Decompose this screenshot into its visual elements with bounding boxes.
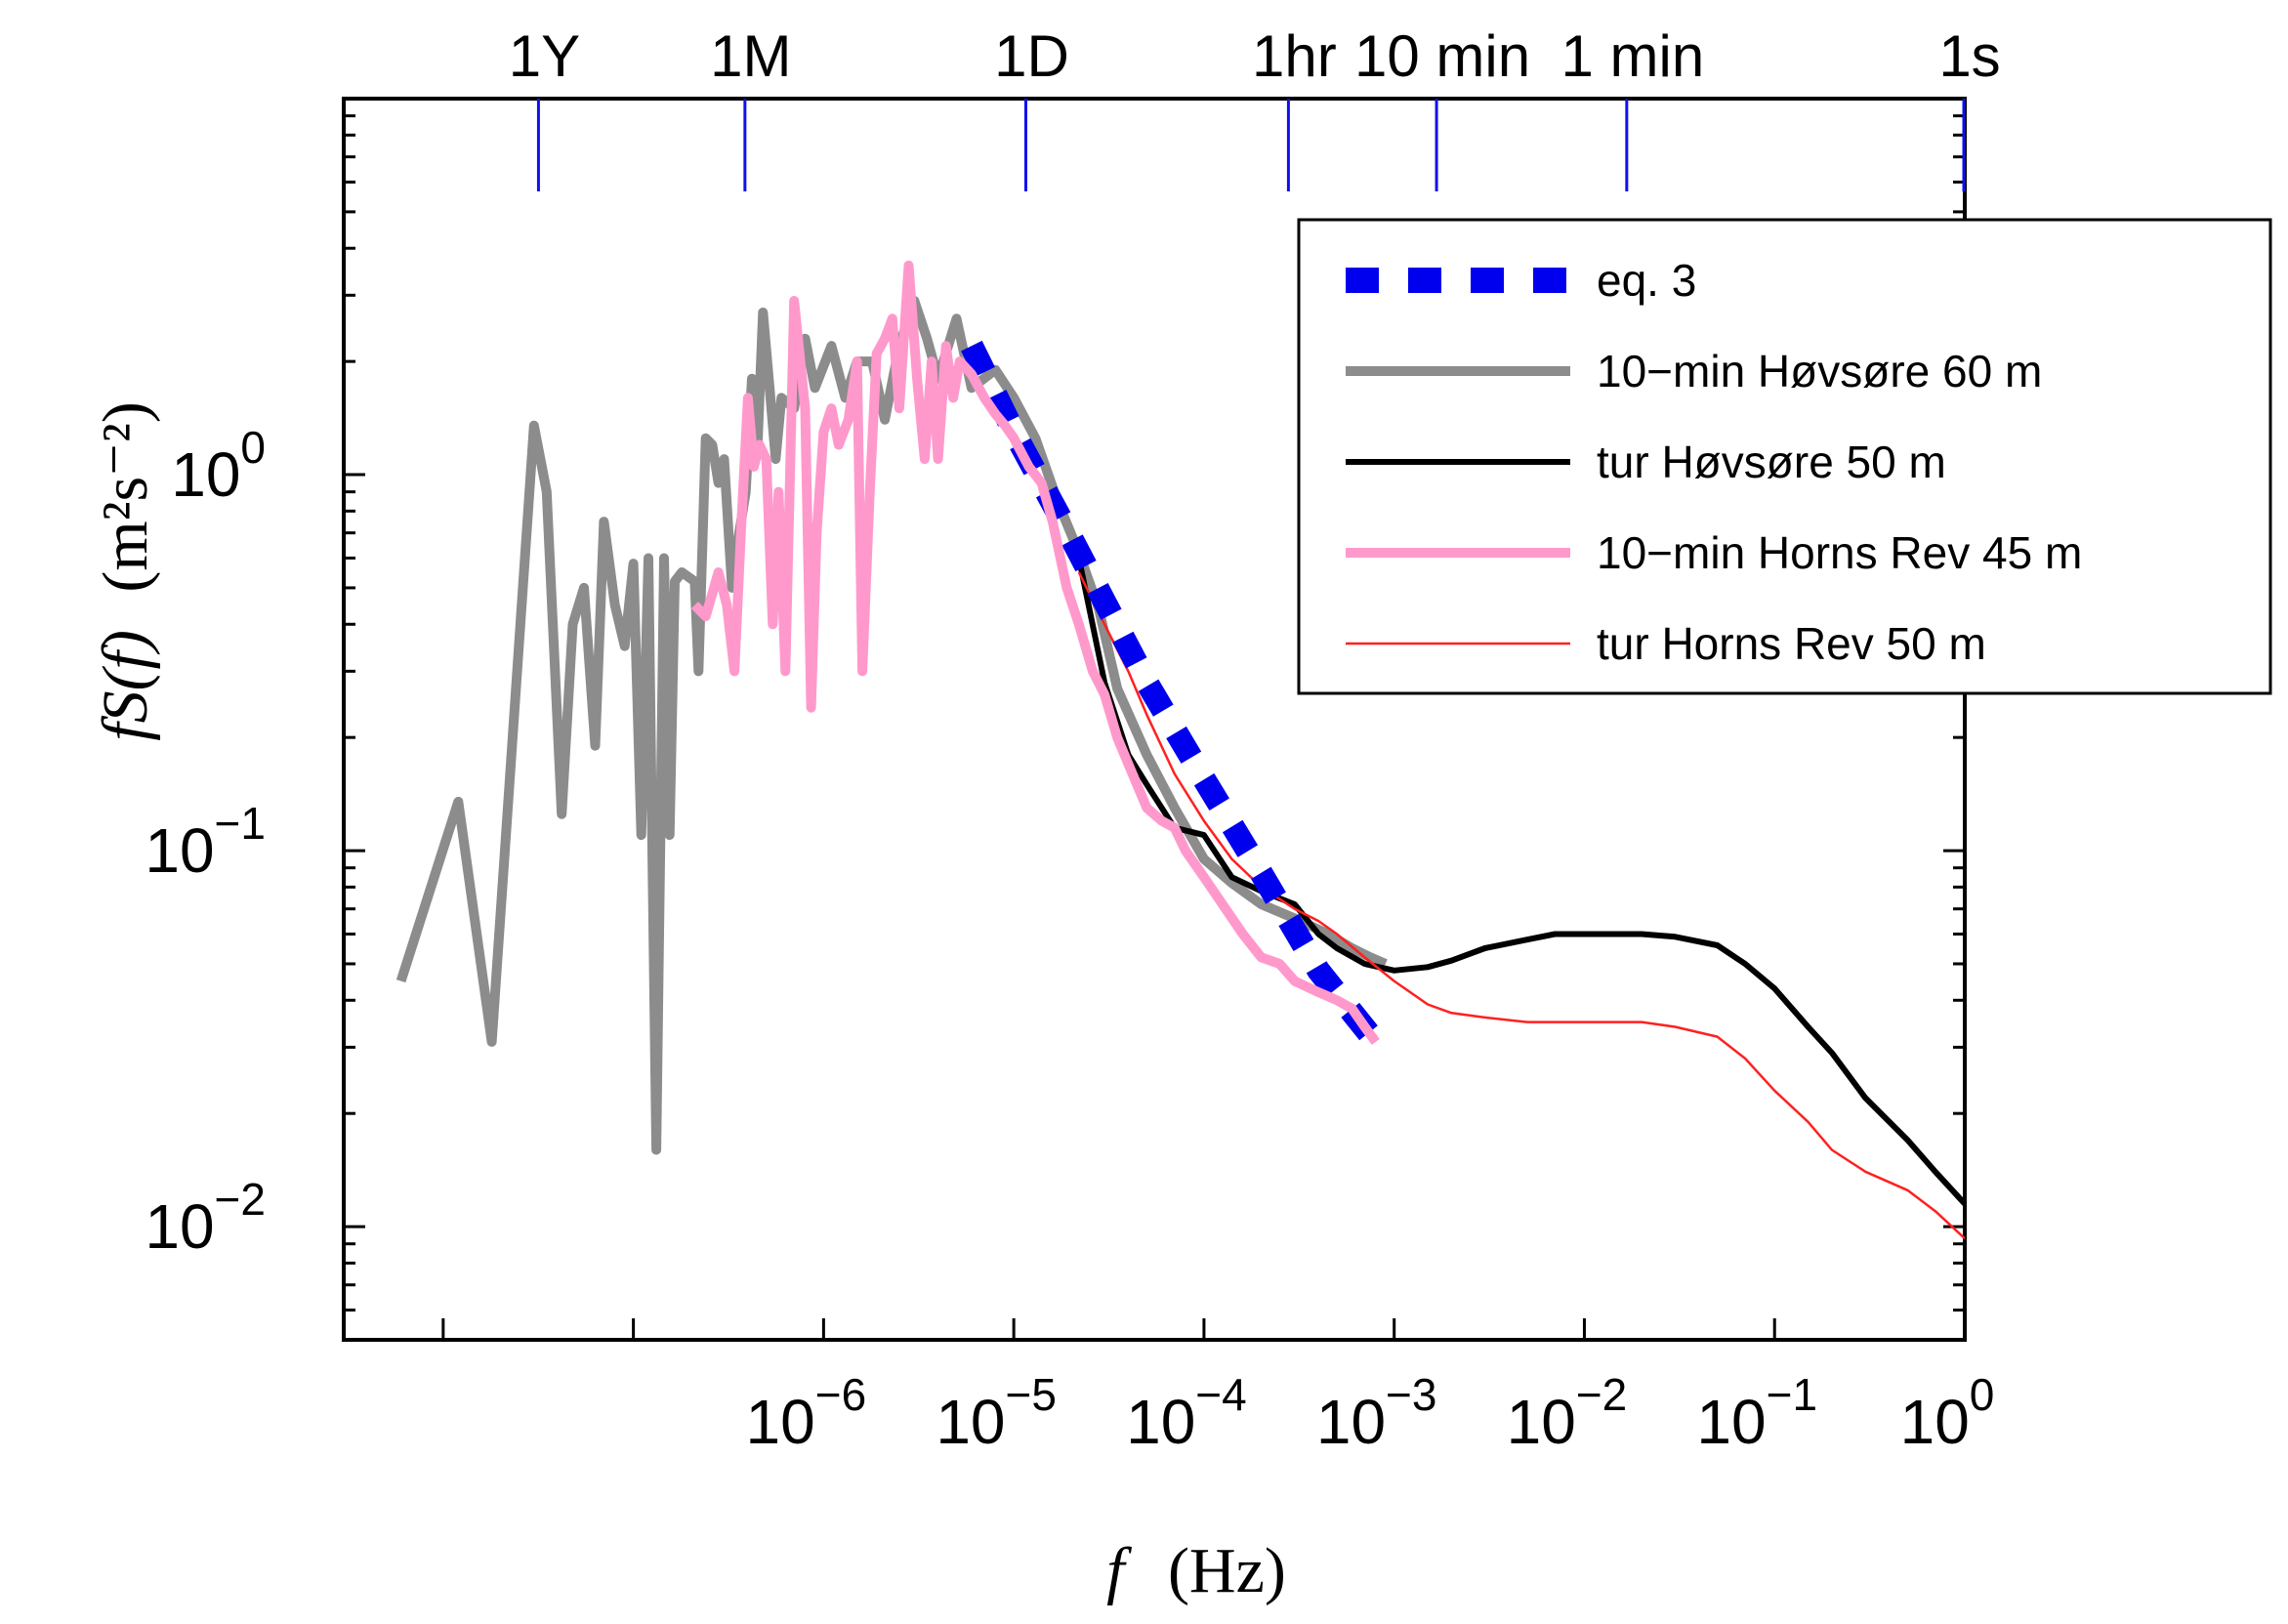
x-tick-label-base: 10 (1507, 1387, 1576, 1457)
x-tick-label-exponent: −5 (1006, 1369, 1057, 1420)
x-tick-label-exponent: −2 (1576, 1369, 1627, 1420)
period-label: 1D (994, 23, 1069, 89)
x-tick-label-exponent: 0 (1970, 1369, 1995, 1420)
legend-label: 10−min Høvsøre 60 m (1597, 346, 2042, 396)
period-label: 1hr (1252, 23, 1337, 89)
x-tick-label-base: 10 (746, 1387, 815, 1457)
y-tick-label-base: 10 (145, 1191, 214, 1262)
x-tick-label-exponent: −4 (1195, 1369, 1246, 1420)
period-label: 1s (1938, 23, 2000, 89)
y-tick-label: 10−1 (145, 798, 266, 886)
period-label: 1M (710, 23, 791, 89)
x-tick-label-base: 10 (1316, 1387, 1386, 1457)
period-label: 1Y (509, 23, 580, 89)
series-layer (395, 260, 1965, 1240)
y-tick-label: 100 (171, 422, 266, 510)
x-tick-label: 100 (1900, 1369, 1995, 1457)
x-tick-label-base: 10 (1696, 1387, 1766, 1457)
x-tick-label: 10−3 (1316, 1369, 1437, 1457)
period-label: 1 min (1560, 23, 1704, 89)
series-line (395, 296, 1388, 1155)
x-axis: 10−6 10−5 10−4 10−3 10−2 10−1 100 (441, 1318, 1995, 1457)
x-tick-label-exponent: −1 (1767, 1369, 1817, 1420)
x-tick-label: 10−4 (1126, 1369, 1247, 1457)
y-tick-label-exponent: 0 (240, 422, 266, 473)
period-label: 10 min (1354, 23, 1530, 89)
x-tick-label: 10−1 (1696, 1369, 1817, 1457)
x-tick-label-base: 10 (1900, 1387, 1970, 1457)
legend-label: eq. 3 (1597, 255, 1696, 306)
legend-label: 10−min Horns Rev 45 m (1597, 527, 2082, 578)
legend-label: tur Høvsøre 50 m (1597, 437, 1946, 487)
x-tick-label: 10−2 (1507, 1369, 1628, 1457)
y-axis-function: fS(f) (90, 630, 161, 741)
x-tick-label-base: 10 (936, 1387, 1005, 1457)
y-tick-label-base: 10 (171, 439, 240, 510)
y-axis-title: fS(f) (m²s⁻²) (90, 401, 161, 741)
y-tick-label: 10−2 (145, 1174, 266, 1262)
x-tick-label-exponent: −6 (815, 1369, 866, 1420)
legend-box (1297, 218, 2272, 695)
y-tick-label-base: 10 (145, 815, 214, 886)
x-tick-label-base: 10 (1126, 1387, 1195, 1457)
x-tick-label: 10−6 (746, 1369, 867, 1457)
x-axis-title: f (Hz) (1106, 1535, 1286, 1606)
legend-label: tur Horns Rev 50 m (1597, 618, 1986, 669)
y-tick-label-exponent: −1 (215, 798, 266, 849)
x-axis-variable: f (1106, 1535, 1132, 1606)
y-tick-label-exponent: −2 (215, 1174, 266, 1225)
series-line (690, 260, 1380, 1045)
legend: eq. 3 10−min Høvsøre 60 m tur Høvsøre 50 m… (1297, 218, 2272, 695)
y-axis-unit: (m²s⁻²) (90, 401, 161, 592)
series-line (1075, 557, 1965, 1206)
plot-frame (342, 97, 1967, 1342)
series-line (1077, 571, 1965, 1240)
x-tick-label-exponent: −3 (1386, 1369, 1436, 1420)
x-tick-label: 10−5 (936, 1369, 1057, 1457)
x-axis-unit: (Hz) (1168, 1535, 1286, 1606)
period-axis: 1Y 1M 1D 1hr 10 min 1 min 1s (509, 23, 2001, 191)
